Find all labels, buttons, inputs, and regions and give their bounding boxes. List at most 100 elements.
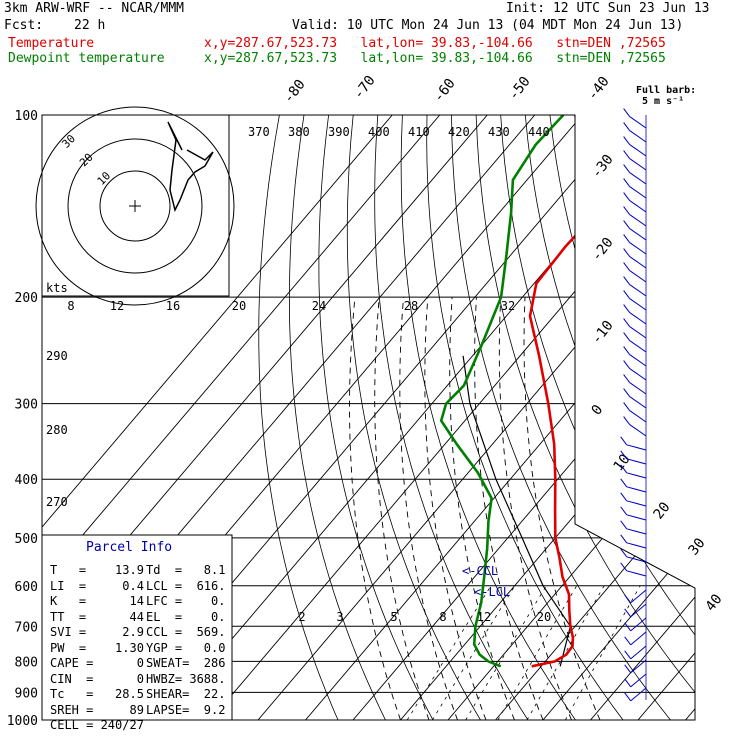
wind-barb-flag [623,150,631,159]
wind-barb [629,130,647,143]
isotherm-label: 10 [611,451,634,474]
theta-label: 420 [448,125,470,139]
hodograph-kts-label: kts [46,281,68,295]
parcel-info-cell: PW = 1.30 [50,640,144,655]
dry-adiabat [722,115,740,720]
wind-barb-flag [623,108,631,117]
hodograph-speed-label: 24 [312,299,326,313]
parcel-info-cell: SREH = 89 [50,702,144,717]
isotherm [352,115,695,720]
wind-barb [629,424,647,437]
dewpoint-location: x,y=287.67,523.73 lat,lon= 39.83,-104.66… [204,51,666,66]
wind-barb-flag [623,234,631,243]
wind-barb [626,528,647,535]
wind-barb-flag [620,562,628,572]
isotherm-label: -60 [431,76,459,106]
dry-adiabat [623,115,695,720]
theta-low-label: 290 [46,349,68,363]
parcel-info-cell: K = 14 [50,594,144,608]
parcel-info-cell: LI = 0.4 [50,578,144,593]
dry-adiabat [346,115,481,720]
parcel-info-title: Parcel Info [86,540,173,555]
mixing-ratio-label: 8 [439,610,446,624]
wind-barb [629,116,647,129]
mixing-ratio-label: 20 [537,610,551,624]
pressure-tick-label: 100 [15,109,38,124]
wind-barb-flag [623,374,631,383]
parcel-info-box [41,534,233,721]
parcel-info-cell: LAPSE= 9.2 [146,702,226,717]
pressure-tick-label: 400 [15,473,38,488]
wind-barb [629,228,647,241]
wind-barb-flag [624,608,632,618]
full-barb-label: Full barb: [636,85,696,96]
mixing-ratio-label: 3 [336,610,343,624]
isotherm [42,115,393,720]
wind-barb-flag [620,464,628,474]
dry-adiabat [374,115,529,720]
isotherm [495,115,695,720]
hodograph-trace [167,121,214,213]
pressure-tick-label: 300 [15,398,38,413]
parcel-info-cell: LFC = 0. [146,594,226,608]
wind-barb-flag [623,346,631,355]
pressure-tick-label: 200 [15,291,38,306]
isotherm-label: -40 [585,74,613,104]
wind-barb [630,617,647,632]
wind-barb-flag [623,136,631,145]
theta-label: 390 [328,125,350,139]
wind-barb [629,186,647,199]
wind-barb [630,673,647,688]
isotherm-label: -70 [351,73,379,103]
dry-adiabat [318,115,434,720]
wind-barb [629,368,647,381]
isotherm-label: -20 [589,235,617,265]
wind-barb [626,486,647,493]
wind-barb-flag [624,594,632,604]
wind-barb-flag [623,206,631,215]
barb-unit-label: 5 m s⁻¹ [642,96,684,107]
parcel-info-cell: Td = 8.1 [146,563,226,577]
moist-adiabat [523,297,601,720]
wind-barb [630,659,647,674]
parcel-info-cell: CIN = 0 [50,671,144,686]
wind-barb-flag [624,664,632,674]
wind-barb-flag [624,692,632,702]
ccl-marker: <-CCL [462,564,498,578]
wind-barb-flag [623,388,631,397]
isotherm-label: 0 [589,402,607,418]
wind-barb [626,444,647,451]
isotherm-label: -80 [281,77,309,107]
dry-adiabat [289,115,386,720]
isotherm-label: 30 [686,535,709,558]
dewpoint-profile [439,115,565,668]
wind-barb [629,396,647,409]
wind-barb-flag [620,478,628,488]
moist-adiabat [424,297,487,720]
mixing-ratio-label: 12 [477,610,491,624]
wind-barb-flag [624,650,632,660]
init-time: Init: 12 UTC Sun 23 Jun 13 [506,1,710,16]
wind-barb [629,410,647,423]
hodograph-speed-label: 12 [110,299,124,313]
pressure-tick-label: 600 [15,580,38,595]
wind-barb-flag [620,548,628,558]
theta-label: 410 [408,125,430,139]
parcel-info-cell: SWEAT= 286 [146,656,226,670]
theta-low-label: 270 [46,495,68,509]
parcel-info-cell: CAPE = 0 [50,656,144,670]
wind-barb [626,500,647,507]
wind-barb-flag [620,436,628,446]
wind-barb-flag [623,220,631,229]
wind-barb [629,284,647,297]
parcel-info-cell: T = 13.9 [50,563,144,577]
wind-barb [626,472,647,479]
wind-barb-flag [623,332,631,341]
wind-barb [630,589,647,604]
wind-barb [629,270,647,283]
parcel-info-cell: TT = 44 [50,609,144,624]
wind-barb-flag [624,678,632,688]
wind-barb [626,556,647,563]
mixing-ratio-line [526,585,605,720]
